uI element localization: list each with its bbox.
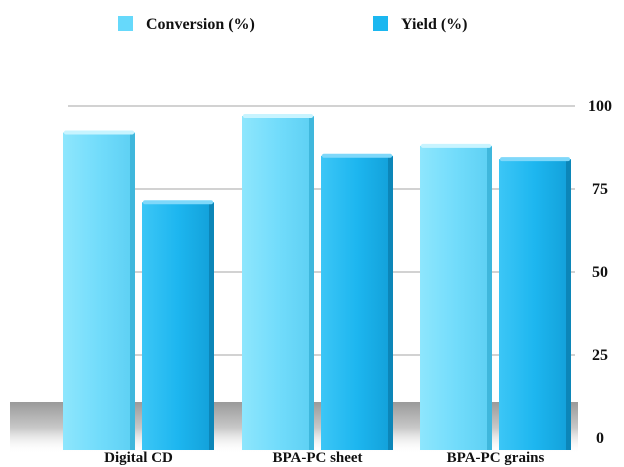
bar-top <box>322 153 392 158</box>
bar-top <box>143 200 213 205</box>
legend-label-conversion: Conversion (%) <box>146 16 255 33</box>
y-tick-label: 100 <box>588 98 612 115</box>
bar-body <box>499 159 571 450</box>
bar <box>63 130 135 450</box>
y-tick-label: 25 <box>592 347 608 364</box>
legend-swatch-yield <box>373 16 388 31</box>
bar-side <box>388 156 393 451</box>
bar-side <box>566 160 571 450</box>
bars <box>63 113 571 451</box>
bar <box>242 113 314 451</box>
bar <box>420 143 492 450</box>
x-category-label: Digital CD <box>104 450 173 466</box>
bar <box>499 157 571 450</box>
bar-top <box>243 113 313 118</box>
y-tick-label: 0 <box>596 430 604 447</box>
bar-top <box>500 157 570 162</box>
bar-body <box>321 155 393 451</box>
bar-body <box>242 115 314 451</box>
y-tick-label: 50 <box>592 264 608 281</box>
bar-body <box>142 202 214 450</box>
bar-top <box>64 130 134 135</box>
bar-side <box>209 203 214 450</box>
bar-body <box>420 145 492 450</box>
y-tick-label: 75 <box>592 181 608 198</box>
legend: Conversion (%) Yield (%) <box>118 16 468 33</box>
bar-side <box>309 116 314 451</box>
bar-side <box>487 146 492 450</box>
x-axis-labels: Digital CD BPA-PC sheet BPA-PC grains <box>104 450 544 466</box>
bar-top <box>421 143 491 148</box>
bar-side <box>130 133 135 450</box>
legend-label-yield: Yield (%) <box>401 16 468 33</box>
bar <box>142 200 214 450</box>
bar-body <box>63 132 135 450</box>
bar <box>321 153 393 451</box>
x-category-label: BPA-PC sheet <box>272 450 362 466</box>
x-category-label: BPA-PC grains <box>447 450 545 466</box>
y-axis-ticks: 0 25 50 75 100 <box>588 98 612 447</box>
legend-swatch-conversion <box>118 16 133 31</box>
